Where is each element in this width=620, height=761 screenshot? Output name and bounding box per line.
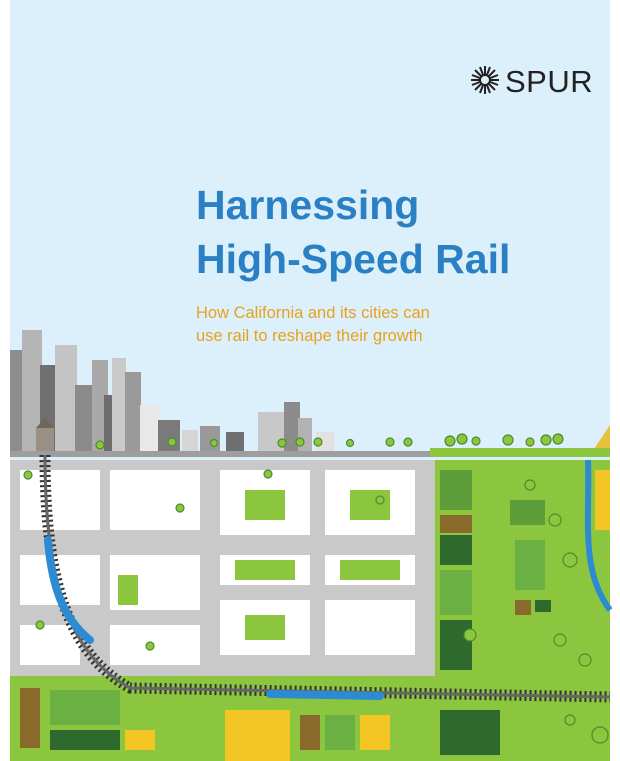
illustration-shape xyxy=(35,620,45,630)
illustration-shape xyxy=(591,726,609,744)
illustration-shape xyxy=(440,515,472,533)
illustration-shape xyxy=(167,437,177,447)
illustration-shape xyxy=(110,625,200,665)
illustration-shape xyxy=(562,552,578,568)
illustration-shape xyxy=(456,433,468,445)
illustration-shape xyxy=(403,437,413,447)
illustration-shape xyxy=(590,425,610,455)
illustration-shape xyxy=(200,426,220,455)
illustration-shape xyxy=(440,470,472,510)
illustration-shape xyxy=(444,435,456,447)
illustration-shape xyxy=(158,420,180,455)
illustration-shape xyxy=(145,641,155,651)
illustration-shape xyxy=(263,469,273,479)
illustration-shape xyxy=(345,438,355,448)
illustration-shape xyxy=(502,434,514,446)
illustration-shape xyxy=(140,405,160,455)
illustration-shape xyxy=(524,479,536,491)
illustration-shape xyxy=(300,715,320,750)
illustration-shape xyxy=(182,430,198,455)
illustration-shape xyxy=(20,625,80,665)
illustration-shape xyxy=(235,560,295,580)
subtitle-line: How California and its cities can xyxy=(196,304,430,322)
title-line: High-Speed Rail xyxy=(196,236,510,282)
illustration-shape xyxy=(36,418,54,428)
farm-plots xyxy=(440,470,610,670)
illustration-shape xyxy=(20,470,100,530)
illustration-shape xyxy=(112,358,126,455)
road xyxy=(10,451,610,457)
illustration-shape xyxy=(479,74,491,86)
illustration-shape xyxy=(125,372,141,455)
logo xyxy=(471,66,499,94)
illustration-shape xyxy=(375,495,385,505)
illustration-shape xyxy=(44,536,94,644)
illustration-shape xyxy=(316,432,334,455)
illustration-shape xyxy=(313,437,323,447)
illustration-shape xyxy=(350,490,390,520)
illustration-shape xyxy=(50,730,120,750)
illustration-shape xyxy=(118,575,138,605)
illustration-shape xyxy=(125,730,155,750)
illustration-shape xyxy=(175,503,185,513)
parks xyxy=(118,490,400,640)
railway xyxy=(39,454,611,703)
illustration-shape xyxy=(226,432,244,455)
subtitle-line: use rail to reshape their growth xyxy=(196,327,423,345)
illustration-shape xyxy=(209,438,219,448)
illustration-shape xyxy=(515,600,531,615)
skyline-trees xyxy=(95,433,564,450)
illustration-shape xyxy=(564,714,576,726)
illustration-shape xyxy=(258,412,286,455)
illustration-shape xyxy=(245,490,285,520)
illustration-shape xyxy=(340,560,400,580)
illustration-shape xyxy=(225,710,290,761)
illustration-shape xyxy=(440,710,500,755)
illustration-shape xyxy=(360,715,390,750)
illustration-shape xyxy=(525,437,535,447)
illustration-shape xyxy=(440,535,472,565)
ground xyxy=(430,448,610,457)
illustration-shape xyxy=(245,615,285,640)
fields xyxy=(20,688,500,761)
illustration-shape xyxy=(22,330,42,455)
illustration-shape xyxy=(284,402,300,455)
illustration-shape xyxy=(325,600,415,655)
illustration-shape xyxy=(36,428,54,455)
illustration-shape xyxy=(535,600,551,612)
illustration-shape xyxy=(110,470,200,530)
illustration-shape xyxy=(295,437,305,447)
illustration-shape xyxy=(540,434,552,446)
illustration-shape xyxy=(23,470,33,480)
map-trees xyxy=(23,469,609,744)
illustration-shape xyxy=(553,633,567,647)
illustration-shape xyxy=(595,470,610,530)
logo-text: SPUR xyxy=(505,64,593,99)
illustration-shape xyxy=(548,513,562,527)
illustration-shape xyxy=(95,440,105,450)
illustration-shape xyxy=(277,438,287,448)
sky xyxy=(10,0,610,460)
illustration-shape xyxy=(50,690,120,725)
illustration-shape xyxy=(510,500,545,525)
illustration-shape xyxy=(75,385,93,455)
illustration-shape xyxy=(385,437,395,447)
illustration-shape xyxy=(266,690,384,700)
illustration-shape xyxy=(440,570,472,615)
illustration-shape xyxy=(55,345,77,455)
illustration-shape xyxy=(471,436,481,446)
illustration-shape xyxy=(463,628,477,642)
illustration-shape xyxy=(20,688,40,748)
illustration-shape xyxy=(515,540,545,590)
title-line: Harnessing xyxy=(196,182,419,228)
illustration-shape xyxy=(440,620,472,670)
illustration-shape xyxy=(552,433,564,445)
illustration-shape xyxy=(578,653,592,667)
illustration-shape xyxy=(325,715,355,750)
illustration-shape xyxy=(298,418,312,455)
river xyxy=(584,459,613,612)
